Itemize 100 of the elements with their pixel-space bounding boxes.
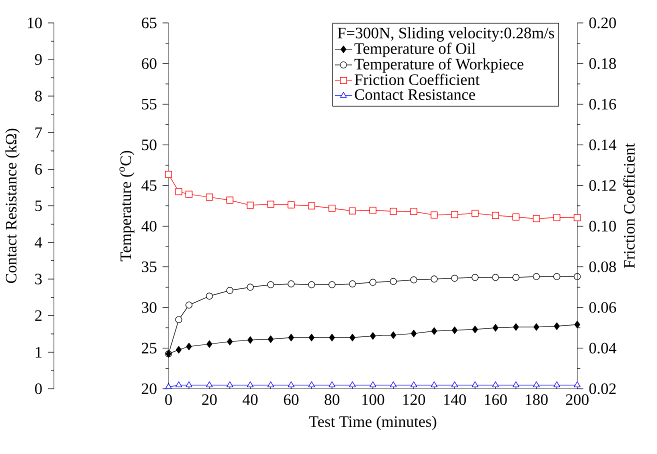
y2-tick-label: 0.02 (589, 384, 616, 394)
y-tick-label: 30 (142, 302, 156, 314)
y2-tick-label: 0.12 (589, 180, 616, 192)
x-tick-label: 200 (566, 394, 589, 406)
legend-label: Contact Resistance (354, 89, 476, 100)
point (268, 336, 274, 344)
point (328, 205, 336, 212)
x-tick-label: 160 (484, 394, 507, 406)
y3-tick-label: 1 (36, 347, 42, 358)
point (410, 208, 418, 216)
legend-label: Temperature of Oil (354, 42, 476, 58)
y-tick-label: 35 (142, 262, 156, 272)
point (492, 274, 499, 282)
y-tick-label: 55 (142, 99, 156, 110)
x-tick-label: 180 (526, 394, 548, 406)
point (185, 302, 192, 309)
point (267, 281, 274, 288)
point (452, 326, 458, 334)
point (472, 326, 478, 334)
y3-tick-label: 5 (35, 200, 42, 212)
point (451, 274, 458, 282)
point (288, 280, 295, 288)
point (226, 196, 234, 204)
y3-tick-label: 0 (35, 384, 42, 394)
point (175, 316, 182, 324)
point (513, 323, 519, 331)
point (288, 202, 295, 209)
y3-tick-label: 4 (34, 237, 42, 248)
point (206, 292, 213, 300)
point (206, 340, 212, 348)
y3-tick-label: 2 (35, 310, 42, 322)
legend-label: Friction Coefficient (354, 74, 480, 86)
y3-tick-label: 8 (35, 90, 42, 102)
x-tick-label: 120 (403, 394, 426, 406)
y2-tick-label: 0.14 (589, 140, 616, 150)
x-tick-label: 40 (242, 394, 258, 406)
y-tick-label: 60 (142, 58, 156, 70)
point (267, 200, 274, 208)
point (348, 208, 356, 215)
x-tick-label: 80 (324, 394, 340, 406)
y-tick-label: 45 (141, 180, 156, 192)
point (430, 276, 438, 283)
point (533, 323, 540, 331)
point (308, 202, 316, 210)
point (165, 171, 172, 178)
point (308, 334, 314, 342)
point (176, 346, 182, 354)
y-tick-label: 40 (141, 221, 156, 232)
point (186, 342, 192, 350)
y3-axis-title: Contact Resistance (kΩ) (5, 128, 20, 284)
y3-tick-label: 6 (35, 164, 42, 175)
point (430, 212, 438, 219)
point (492, 212, 499, 220)
x-tick-label: 60 (284, 394, 298, 406)
point (512, 214, 520, 221)
point (512, 274, 520, 282)
point (369, 279, 376, 286)
point (308, 281, 316, 288)
y2-tick-label: 0.20 (589, 18, 616, 29)
y-tick-label: 20 (142, 384, 156, 394)
point (431, 327, 438, 336)
y-axis-title: Temperature ($^{o}$C) (120, 151, 134, 262)
point (553, 273, 560, 280)
point (206, 194, 213, 201)
point (472, 210, 479, 218)
point (472, 274, 479, 282)
point (390, 332, 396, 340)
y3-tick-label: 9 (34, 54, 42, 66)
point (532, 215, 540, 222)
y2-axis-title: Friction Coefficient (623, 143, 635, 268)
point (328, 281, 336, 288)
legend-label: Temperature of Workpiece (354, 58, 524, 73)
point (329, 334, 335, 342)
y3-tick-label: 3 (35, 274, 42, 285)
point (390, 278, 397, 286)
point (247, 336, 254, 344)
point (246, 202, 254, 209)
point (226, 287, 234, 294)
point (553, 214, 560, 222)
point (246, 284, 254, 291)
point (175, 188, 182, 196)
x-tick-label: 140 (444, 394, 466, 406)
point (185, 190, 192, 198)
y-tick-label: 65 (142, 18, 156, 28)
point (350, 334, 356, 342)
point (554, 322, 560, 330)
y2-tick-label: 0.04 (589, 342, 616, 354)
point (410, 276, 418, 284)
x-tick-label: 0 (165, 394, 172, 406)
legend-title: F=300N, Sliding velocity:0.28m/s (338, 27, 554, 42)
point (369, 207, 376, 214)
point (348, 280, 356, 288)
point (410, 330, 417, 338)
point (226, 338, 233, 346)
y2-tick-label: 0.16 (589, 99, 616, 110)
y2-tick-label: 0.06 (589, 302, 616, 314)
y3-tick-label: 10 (28, 18, 42, 28)
point (370, 332, 376, 340)
x-tick-label: 20 (202, 394, 217, 406)
y2-tick-label: 0.08 (589, 262, 616, 272)
